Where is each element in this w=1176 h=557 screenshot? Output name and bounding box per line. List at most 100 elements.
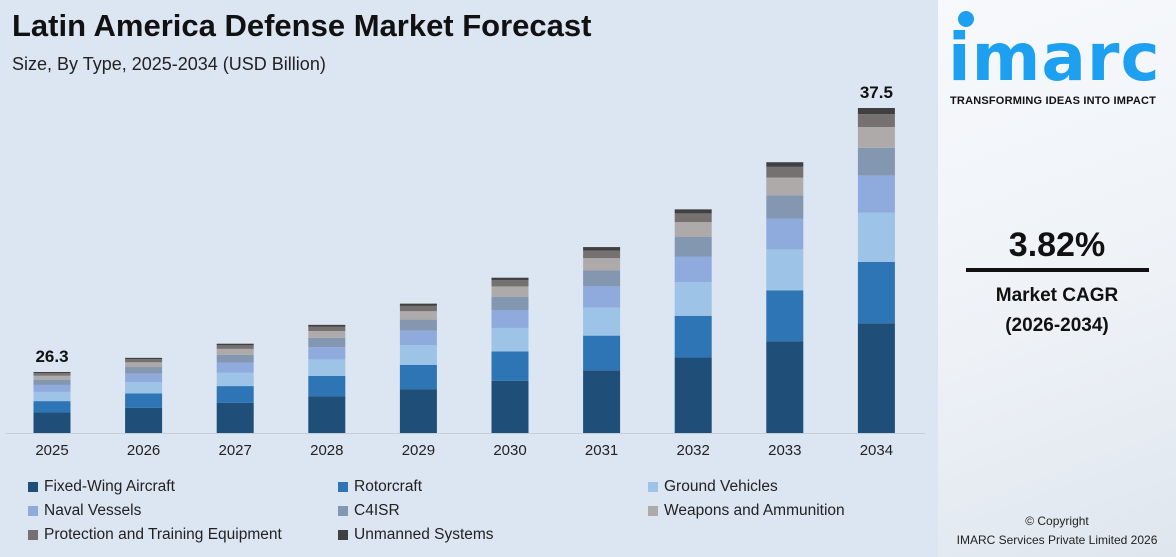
bar-segment-rotorcraft-2034 [857, 261, 895, 324]
chart-subtitle: Size, By Type, 2025-2034 (USD Billion) [12, 54, 326, 74]
bar-segment-c4isr-2032 [674, 236, 712, 257]
legend-label: Protection and Training Equipment [44, 526, 282, 543]
bar-segment-c4isr-2026 [125, 367, 163, 374]
total-label: 37.5 [860, 83, 893, 102]
brand-panel: imarc TRANSFORMING IDEAS INTO IMPACT 3.8… [938, 0, 1176, 557]
bar-segment-naval-vessels-2025 [33, 384, 71, 392]
legend-item: Unmanned Systems [338, 526, 494, 544]
imarc-logo: imarc TRANSFORMING IDEAS INTO IMPACT [946, 8, 1172, 112]
bar-segment-c4isr-2030 [491, 296, 529, 311]
bar-segment-naval-vessels-2032 [674, 256, 712, 283]
x-tick-label: 2032 [677, 442, 710, 459]
bar-segment-fixed-wing-aircraft-2030 [491, 380, 529, 433]
bar-segment-protection-and-training-equipment-2032 [674, 213, 712, 223]
bar-segment-ground-vehicles-2032 [674, 282, 712, 316]
bar-segment-unmanned-systems-2032 [674, 209, 712, 214]
legend-item: Naval Vessels [28, 502, 141, 520]
bar-segment-protection-and-training-equipment-2030 [491, 280, 529, 287]
bar-segment-fixed-wing-aircraft-2025 [33, 412, 71, 433]
bar-segment-ground-vehicles-2033 [766, 249, 804, 291]
bar-segment-fixed-wing-aircraft-2031 [583, 370, 621, 433]
bar-segment-ground-vehicles-2027 [216, 372, 254, 387]
bar-segment-unmanned-systems-2026 [125, 357, 163, 360]
bar-segment-c4isr-2025 [33, 379, 71, 385]
legend-swatch [338, 506, 348, 516]
bar-segment-c4isr-2033 [766, 195, 804, 219]
bar-segment-fixed-wing-aircraft-2034 [857, 323, 895, 433]
legend-label: Ground Vehicles [664, 478, 778, 495]
bar-segment-protection-and-training-equipment-2026 [125, 359, 163, 363]
bar-segment-unmanned-systems-2028 [308, 324, 346, 327]
chart-title: Latin America Defense Market Forecast [12, 8, 592, 43]
bar-segment-naval-vessels-2031 [583, 286, 621, 308]
bar-segment-naval-vessels-2027 [216, 362, 254, 373]
legend-item: C4ISR [338, 502, 400, 520]
bar-segment-unmanned-systems-2027 [216, 343, 254, 346]
bar-segment-fixed-wing-aircraft-2032 [674, 357, 712, 433]
bar-segment-weapons-and-ammunition-2034 [857, 127, 895, 148]
bar-segment-weapons-and-ammunition-2033 [766, 177, 804, 196]
bar-segment-weapons-and-ammunition-2029 [399, 311, 437, 320]
x-tick-label: 2028 [310, 442, 343, 459]
bar-segment-unmanned-systems-2025 [33, 372, 71, 374]
bar-segment-rotorcraft-2032 [674, 315, 712, 358]
legend-label: Weapons and Ammunition [664, 502, 845, 519]
legend-swatch [648, 506, 658, 516]
total-label: 26.3 [35, 347, 68, 366]
bar-segment-naval-vessels-2034 [857, 175, 895, 213]
bar-segment-rotorcraft-2025 [33, 401, 71, 413]
bar-segment-rotorcraft-2028 [308, 375, 346, 397]
bar-segment-naval-vessels-2033 [766, 218, 804, 250]
legend-item: Fixed-Wing Aircraft [28, 478, 175, 496]
bar-segment-protection-and-training-equipment-2028 [308, 326, 346, 331]
x-tick-label: 2034 [860, 442, 893, 459]
bar-segment-ground-vehicles-2031 [583, 307, 621, 336]
legend-label: Rotorcraft [354, 478, 423, 495]
legend-item: Ground Vehicles [648, 478, 778, 496]
bar-segment-unmanned-systems-2034 [857, 108, 895, 115]
bar-segment-naval-vessels-2029 [399, 330, 437, 346]
bar-segment-c4isr-2031 [583, 270, 621, 287]
cagr-value: 3.82% [1008, 226, 1106, 264]
bar-segment-fixed-wing-aircraft-2029 [399, 389, 437, 433]
bar-segment-rotorcraft-2027 [216, 386, 254, 403]
legend-item: Rotorcraft [338, 478, 422, 496]
bar-segment-fixed-wing-aircraft-2027 [216, 402, 254, 433]
legend-swatch [338, 530, 348, 540]
legend-label: Naval Vessels [44, 502, 142, 519]
bar-segment-fixed-wing-aircraft-2033 [766, 341, 804, 433]
bar-segment-ground-vehicles-2029 [399, 345, 437, 365]
bar-segment-weapons-and-ammunition-2030 [491, 286, 529, 297]
legend-swatch [648, 482, 658, 492]
bar-segment-ground-vehicles-2028 [308, 359, 346, 376]
bar-segment-weapons-and-ammunition-2026 [125, 362, 163, 368]
logo-dot [958, 11, 974, 27]
x-tick-label: 2029 [402, 442, 435, 459]
x-tick-label: 2026 [127, 442, 160, 459]
x-tick-label: 2025 [35, 442, 68, 459]
bar-segment-unmanned-systems-2033 [766, 162, 804, 167]
bar-segment-rotorcraft-2026 [125, 393, 163, 408]
x-tick-label: 2027 [219, 442, 252, 459]
x-tick-label: 2030 [493, 442, 526, 459]
bar-segment-naval-vessels-2030 [491, 310, 529, 328]
legend-item: Weapons and Ammunition [648, 502, 845, 520]
bar-segment-protection-and-training-equipment-2033 [766, 166, 804, 178]
bar-segment-naval-vessels-2026 [125, 373, 163, 383]
bar-segment-c4isr-2027 [216, 354, 254, 363]
logo-tagline: TRANSFORMING IDEAS INTO IMPACT [950, 95, 1157, 107]
bar-segment-fixed-wing-aircraft-2028 [308, 396, 346, 433]
bar-segment-protection-and-training-equipment-2031 [583, 250, 621, 259]
bar-segment-weapons-and-ammunition-2028 [308, 330, 346, 338]
bar-segment-naval-vessels-2028 [308, 347, 346, 360]
bar-segment-protection-and-training-equipment-2034 [857, 114, 895, 128]
x-tick-label: 2033 [768, 442, 801, 459]
legend-item: Protection and Training Equipment [28, 526, 282, 544]
bar-segment-c4isr-2028 [308, 337, 346, 348]
legend-label: Unmanned Systems [354, 526, 494, 543]
bar-segment-protection-and-training-equipment-2025 [33, 373, 71, 376]
copyright-label: © Copyright [1025, 514, 1089, 528]
bar-segment-c4isr-2034 [857, 147, 895, 176]
bar-segment-weapons-and-ammunition-2032 [674, 222, 712, 237]
bar-segment-protection-and-training-equipment-2027 [216, 345, 254, 349]
